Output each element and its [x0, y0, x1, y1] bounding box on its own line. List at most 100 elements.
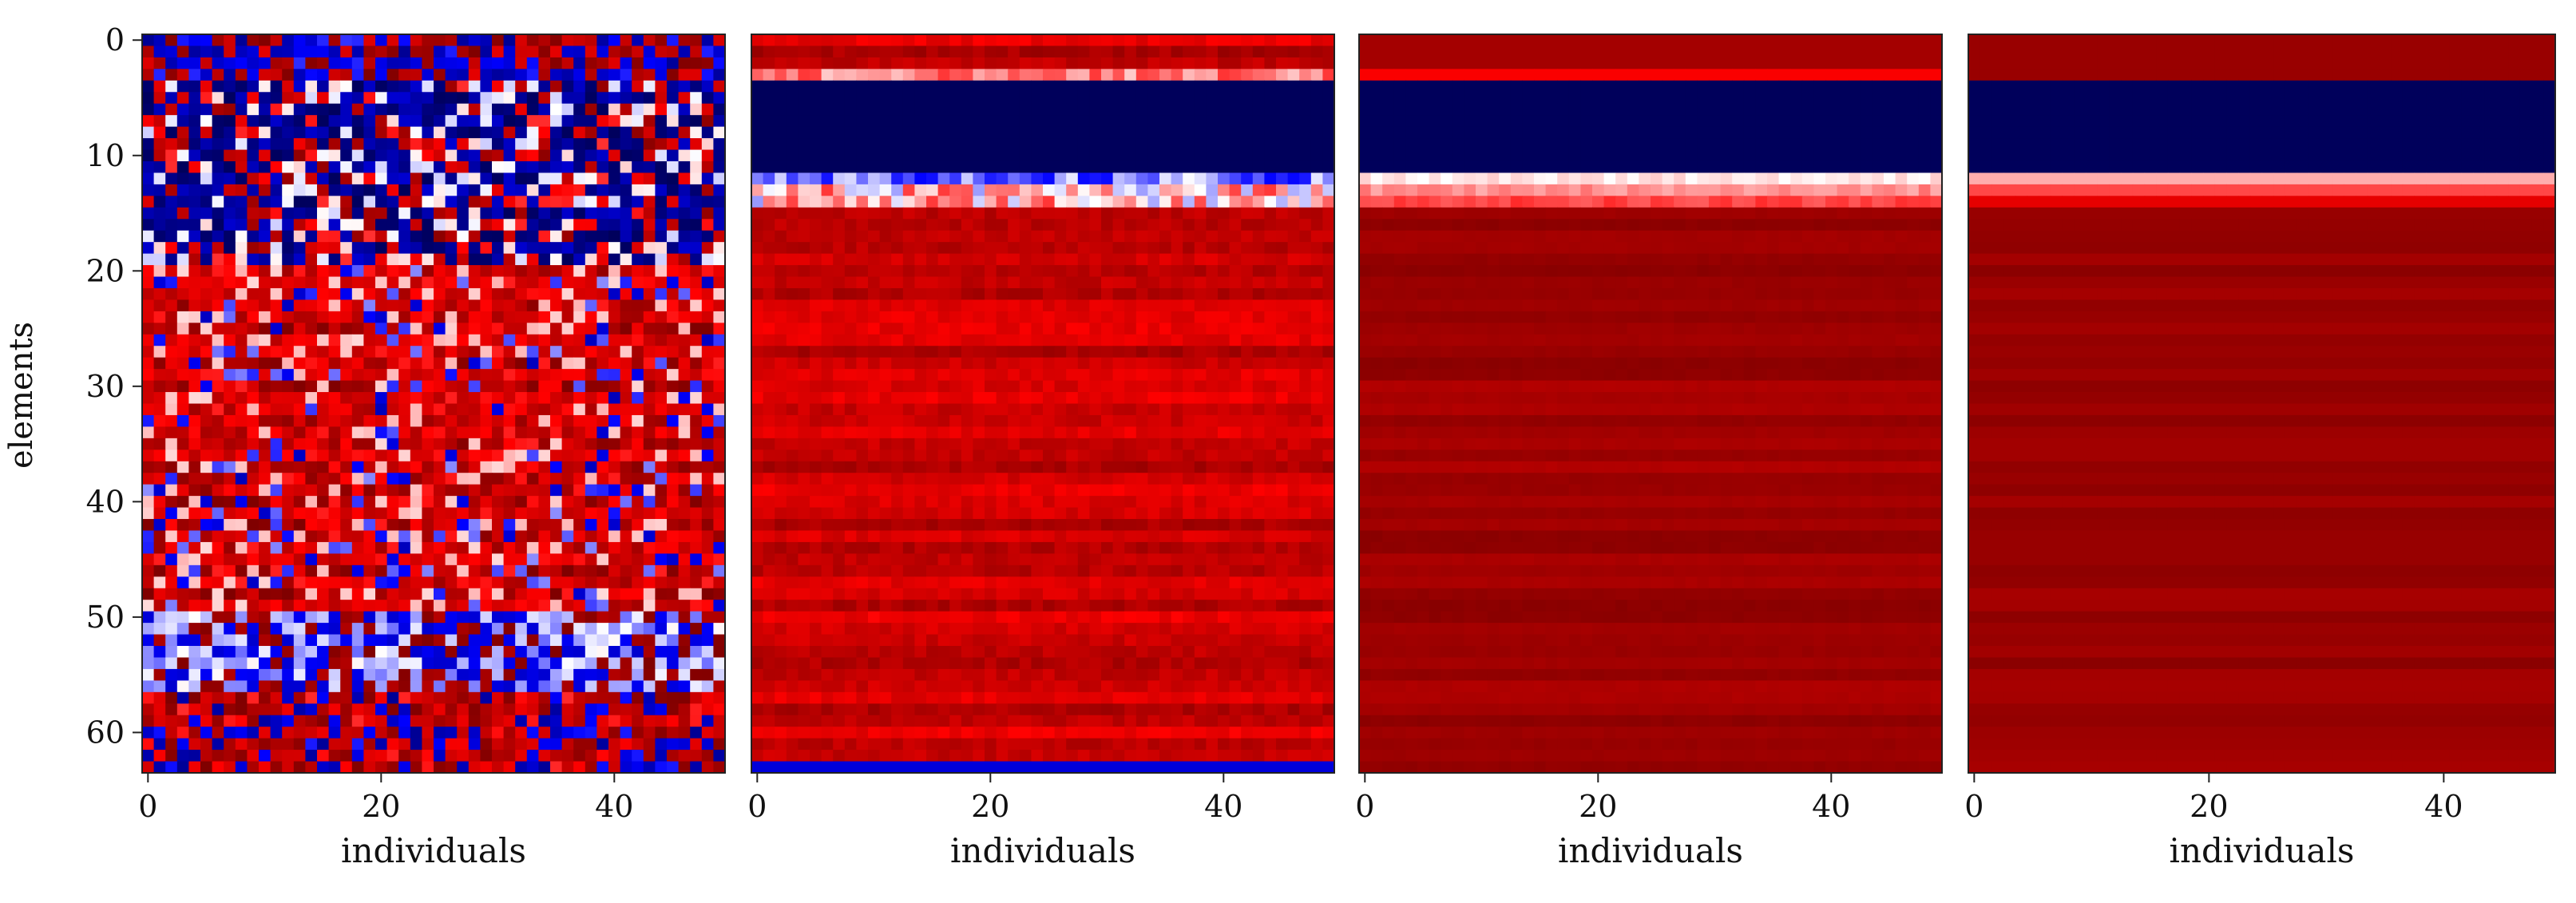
heatmap-cell — [340, 126, 353, 139]
heatmap-cell — [608, 92, 621, 105]
heatmap-cell — [1124, 184, 1137, 196]
heatmap-cell — [775, 323, 787, 335]
heatmap-cell — [868, 219, 881, 232]
heatmap-cell — [317, 414, 330, 427]
heatmap-cell — [573, 80, 586, 93]
heatmap-cell — [176, 184, 189, 196]
heatmap-cell — [678, 530, 691, 543]
heatmap-cell — [386, 461, 399, 473]
heatmap-cell — [1252, 196, 1265, 208]
heatmap-cell — [538, 530, 551, 543]
heatmap-cell — [526, 207, 539, 220]
heatmap-cell — [620, 287, 632, 301]
heatmap-cell — [410, 138, 422, 151]
heatmap-cell — [142, 738, 155, 751]
heatmap-cell — [165, 541, 178, 554]
heatmap-cell — [1112, 346, 1125, 358]
heatmap-cell — [643, 230, 656, 243]
heatmap-cell — [1159, 196, 1172, 208]
heatmap-cell — [678, 668, 691, 681]
heatmap-cell — [821, 196, 834, 208]
heatmap-cell — [351, 346, 364, 358]
heatmap-cell — [1066, 207, 1079, 220]
heatmap-cell — [596, 207, 609, 220]
heatmap-cell — [667, 276, 680, 289]
heatmap-cell — [247, 287, 260, 301]
heatmap-cell — [1276, 380, 1289, 393]
heatmap-cell — [763, 160, 775, 174]
heatmap-cell — [165, 600, 178, 612]
heatmap-cell — [317, 126, 330, 139]
heatmap-cell — [235, 242, 248, 255]
heatmap-cell — [282, 346, 295, 358]
heatmap-cell — [398, 207, 411, 220]
heatmap-cell — [1008, 160, 1020, 174]
heatmap-cell — [667, 184, 680, 196]
heatmap-cell — [153, 346, 166, 358]
heatmap-cell — [259, 126, 271, 139]
heatmap-cell — [620, 160, 632, 174]
heatmap-cell — [902, 57, 915, 69]
heatmap-cell — [1194, 276, 1207, 289]
heatmap-cell — [515, 219, 528, 232]
heatmap-cell — [212, 738, 224, 751]
heatmap-cell — [561, 46, 574, 58]
heatmap-cell — [690, 57, 703, 69]
heatmap-cell — [632, 69, 644, 81]
heatmap-cell — [1112, 219, 1125, 232]
heatmap-cell — [235, 553, 248, 566]
heatmap-cell — [585, 265, 597, 278]
heatmap-cell — [200, 311, 213, 323]
heatmap-cell — [573, 299, 586, 312]
heatmap-cell — [1066, 184, 1079, 196]
heatmap-cell — [328, 541, 341, 554]
heatmap-cell — [798, 299, 810, 312]
heatmap-cell — [1159, 403, 1172, 416]
heatmap-cell — [775, 426, 787, 439]
heatmap-cell — [434, 403, 446, 416]
heatmap-cell — [585, 69, 597, 81]
heatmap-cell — [1229, 80, 1242, 93]
heatmap-cell — [165, 265, 178, 278]
heatmap-cell — [293, 438, 306, 450]
heatmap-cell — [445, 611, 458, 624]
heatmap-cell — [1008, 323, 1020, 335]
heatmap-cell — [176, 34, 189, 47]
heatmap-cell — [422, 623, 434, 636]
heatmap-cell — [282, 46, 295, 58]
heatmap-cell — [340, 727, 353, 739]
heatmap-cell — [1043, 207, 1056, 220]
heatmap-cell — [386, 450, 399, 462]
heatmap-cell — [763, 265, 775, 278]
heatmap-cell — [142, 115, 155, 128]
heatmap-cell — [1147, 276, 1160, 289]
heatmap-cell — [798, 403, 810, 416]
heatmap-cell — [457, 138, 470, 151]
heatmap-cell — [305, 184, 318, 196]
heatmap-cell — [328, 727, 341, 739]
heatmap-cell — [655, 242, 668, 255]
heatmap-cell — [270, 380, 283, 393]
heatmap-cell — [176, 519, 189, 532]
heatmap-cell — [480, 588, 493, 600]
heatmap-cell — [363, 507, 376, 520]
heatmap-cell — [996, 369, 1009, 382]
heatmap-cell — [492, 230, 505, 243]
heatmap-cell — [224, 484, 236, 497]
heatmap-cell — [678, 588, 691, 600]
heatmap-cell — [247, 369, 260, 382]
heatmap-cell — [200, 92, 213, 105]
heatmap-cell — [468, 691, 481, 704]
heatmap-cell — [1124, 357, 1137, 370]
heatmap-cell — [585, 380, 597, 393]
heatmap-cell — [503, 115, 516, 128]
heatmap-cell — [247, 207, 260, 220]
heatmap-cell — [363, 207, 376, 220]
heatmap-cell — [363, 357, 376, 370]
heatmap-cell — [620, 46, 632, 58]
heatmap-cell — [1101, 414, 1114, 427]
heatmap-cell — [526, 553, 539, 566]
heatmap-cell — [200, 600, 213, 612]
heatmap-cell — [188, 461, 201, 473]
heatmap-cell — [1276, 392, 1289, 405]
